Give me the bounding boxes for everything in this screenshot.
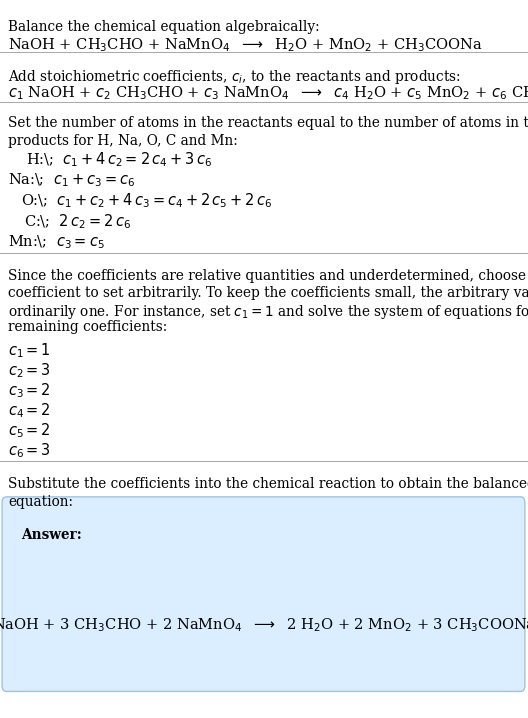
Text: $c_4 = 2$: $c_4 = 2$ <box>8 401 51 420</box>
Text: remaining coefficients:: remaining coefficients: <box>8 320 167 334</box>
Text: NaOH + CH$_3$CHO + NaMnO$_4$  $\longrightarrow$  H$_2$O + MnO$_2$ + CH$_3$COONa: NaOH + CH$_3$CHO + NaMnO$_4$ $\longright… <box>8 36 483 54</box>
Text: Mn:\;  $c_3 = c_5$: Mn:\; $c_3 = c_5$ <box>8 233 105 251</box>
Text: ordinarily one. For instance, set $c_1 = 1$ and solve the system of equations fo: ordinarily one. For instance, set $c_1 =… <box>8 303 528 321</box>
Text: Since the coefficients are relative quantities and underdetermined, choose a: Since the coefficients are relative quan… <box>8 269 528 282</box>
Text: $c_2 = 3$: $c_2 = 3$ <box>8 361 51 380</box>
Text: $c_6 = 3$: $c_6 = 3$ <box>8 442 51 460</box>
Text: O:\;  $c_1 + c_2 + 4\,c_3 = c_4 + 2\,c_5 + 2\,c_6$: O:\; $c_1 + c_2 + 4\,c_3 = c_4 + 2\,c_5 … <box>21 192 272 210</box>
Text: Answer:: Answer: <box>21 528 82 541</box>
Text: $c_3 = 2$: $c_3 = 2$ <box>8 381 51 400</box>
Text: H:\;  $c_1 + 4\,c_2 = 2\,c_4 + 3\,c_6$: H:\; $c_1 + 4\,c_2 = 2\,c_4 + 3\,c_6$ <box>26 150 213 169</box>
Text: $c_1 = 1$: $c_1 = 1$ <box>8 341 51 360</box>
Text: Na:\;  $c_1 + c_3 = c_6$: Na:\; $c_1 + c_3 = c_6$ <box>8 171 135 189</box>
Text: Substitute the coefficients into the chemical reaction to obtain the balanced: Substitute the coefficients into the che… <box>8 477 528 491</box>
Text: C:\;  $2\,c_2 = 2\,c_6$: C:\; $2\,c_2 = 2\,c_6$ <box>24 213 131 231</box>
Text: $c_5 = 2$: $c_5 = 2$ <box>8 421 51 440</box>
Text: equation:: equation: <box>8 495 73 508</box>
FancyBboxPatch shape <box>2 497 525 691</box>
Text: products for H, Na, O, C and Mn:: products for H, Na, O, C and Mn: <box>8 134 238 147</box>
Text: Set the number of atoms in the reactants equal to the number of atoms in the: Set the number of atoms in the reactants… <box>8 116 528 130</box>
Text: coefficient to set arbitrarily. To keep the coefficients small, the arbitrary va: coefficient to set arbitrarily. To keep … <box>8 286 528 299</box>
Text: $c_1$ NaOH + $c_2$ CH$_3$CHO + $c_3$ NaMnO$_4$  $\longrightarrow$  $c_4$ H$_2$O : $c_1$ NaOH + $c_2$ CH$_3$CHO + $c_3$ NaM… <box>8 84 528 102</box>
Text: Add stoichiometric coefficients, $c_i$, to the reactants and products:: Add stoichiometric coefficients, $c_i$, … <box>8 68 460 86</box>
Text: NaOH + 3 CH$_3$CHO + 2 NaMnO$_4$  $\longrightarrow$  2 H$_2$O + 2 MnO$_2$ + 3 CH: NaOH + 3 CH$_3$CHO + 2 NaMnO$_4$ $\longr… <box>0 616 528 633</box>
Text: Balance the chemical equation algebraically:: Balance the chemical equation algebraica… <box>8 20 319 34</box>
